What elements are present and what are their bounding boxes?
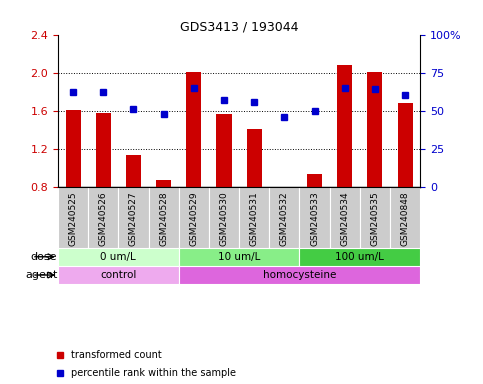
Bar xyxy=(299,187,330,248)
Text: GSM240530: GSM240530 xyxy=(219,192,228,247)
Bar xyxy=(186,72,201,263)
Bar xyxy=(126,156,141,263)
Text: GSM240526: GSM240526 xyxy=(99,192,108,246)
Text: 0 um/L: 0 um/L xyxy=(100,252,136,262)
Text: homocysteine: homocysteine xyxy=(263,270,336,280)
Text: 100 um/L: 100 um/L xyxy=(335,252,384,262)
Bar xyxy=(270,187,299,248)
Text: percentile rank within the sample: percentile rank within the sample xyxy=(71,367,237,377)
Bar xyxy=(209,187,239,248)
Text: GSM240531: GSM240531 xyxy=(250,192,259,247)
Bar xyxy=(118,187,149,248)
Bar xyxy=(360,187,390,248)
Bar xyxy=(58,248,179,266)
Bar xyxy=(88,187,118,248)
Bar xyxy=(58,266,179,284)
Text: GSM240532: GSM240532 xyxy=(280,192,289,246)
Bar xyxy=(96,113,111,263)
Text: GSM240533: GSM240533 xyxy=(310,192,319,247)
Bar xyxy=(149,187,179,248)
Text: dose: dose xyxy=(31,252,57,262)
Bar xyxy=(58,187,88,248)
Text: GSM240525: GSM240525 xyxy=(69,192,78,246)
Bar xyxy=(337,65,352,263)
Bar xyxy=(368,72,383,263)
Bar xyxy=(307,174,322,263)
Text: GSM240534: GSM240534 xyxy=(340,192,349,246)
Bar xyxy=(390,187,420,248)
Bar xyxy=(179,248,299,266)
Text: GSM240528: GSM240528 xyxy=(159,192,168,246)
Bar xyxy=(179,187,209,248)
Text: agent: agent xyxy=(25,270,57,280)
Text: GSM240527: GSM240527 xyxy=(129,192,138,246)
Bar xyxy=(247,129,262,263)
Bar xyxy=(299,248,420,266)
Bar xyxy=(216,114,231,263)
Text: GSM240535: GSM240535 xyxy=(370,192,380,247)
Text: GSM240529: GSM240529 xyxy=(189,192,199,246)
Bar xyxy=(156,180,171,263)
Bar xyxy=(330,187,360,248)
Bar xyxy=(239,187,270,248)
Text: control: control xyxy=(100,270,137,280)
Text: GSM240848: GSM240848 xyxy=(400,192,410,246)
Text: transformed count: transformed count xyxy=(71,350,162,360)
Title: GDS3413 / 193044: GDS3413 / 193044 xyxy=(180,20,298,33)
Bar xyxy=(66,110,81,263)
Text: 10 um/L: 10 um/L xyxy=(218,252,260,262)
Bar xyxy=(398,103,412,263)
Bar xyxy=(179,266,420,284)
Bar xyxy=(277,188,292,263)
